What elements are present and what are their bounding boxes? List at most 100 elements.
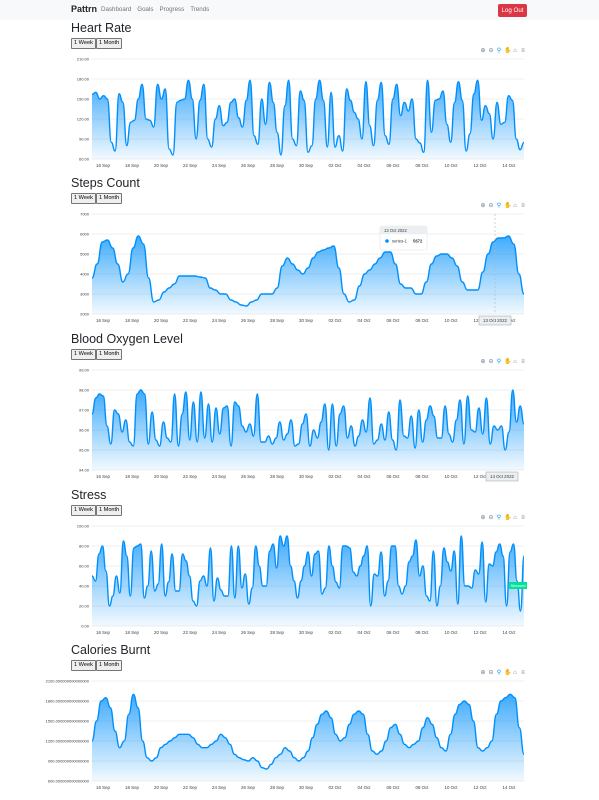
blood-oxygen-chart[interactable]: 99.00 98.00 97.00 96.00 95.00 94.00 16 Sep 18 S… bbox=[0, 365, 599, 485]
nav-link-dashboard[interactable]: Dashboard bbox=[101, 6, 132, 13]
series-area bbox=[92, 694, 524, 781]
x-tick-label: 30 Sep bbox=[299, 163, 313, 168]
series-line bbox=[91, 389, 525, 451]
steps-count-1-month-button[interactable]: 1 Month bbox=[96, 193, 123, 204]
steps-count-chart[interactable]: 7000 6000 5000 4000 3000 2000 16 Sep 18 Sep 20 S… bbox=[0, 209, 599, 329]
navbar: Pattrn Dashboard Goals Progress Trends L… bbox=[0, 0, 599, 20]
heart-rate-chart[interactable]: 210.00 180.00 150.00 120.00 90.00 60.00 16 Sep… bbox=[0, 54, 599, 174]
x-tick-label: 14 Oct bbox=[503, 785, 517, 790]
stress-section: Stress 1 Week 1 Month ⊕ ⊖ ⚲ ✋ ⌂ ≡ 100.00 80.00 60.0… bbox=[0, 488, 599, 643]
x-tick-label: 14 Oct bbox=[503, 630, 517, 635]
y-tick-label: 600.000000000000000 bbox=[48, 779, 90, 784]
heart-rate-chart-toolbar: ⊕ ⊖ ⚲ ✋ ⌂ ≡ bbox=[480, 48, 526, 54]
x-tick-label: 30 Sep bbox=[299, 318, 313, 323]
zoom-in-icon[interactable]: ⊕ bbox=[480, 203, 486, 209]
zoom-selection-icon[interactable]: ⚲ bbox=[496, 48, 502, 54]
stress-chart-toolbar: ⊕ ⊖ ⚲ ✋ ⌂ ≡ bbox=[480, 515, 526, 521]
y-tick-label: 0.00 bbox=[81, 624, 90, 629]
calories-burnt-section: Calories Burnt 1 Week 1 Month ⊕ ⊖ ⚲ ✋ ⌂ ≡ 2100.00… bbox=[0, 643, 599, 798]
x-tick-label: 02 Oct bbox=[329, 318, 343, 323]
logout-button[interactable]: Log Out bbox=[498, 4, 527, 17]
x-tick-label: 08 Oct bbox=[416, 474, 430, 479]
zoom-selection-icon[interactable]: ⚲ bbox=[496, 515, 502, 521]
stress-1-week-button[interactable]: 1 Week bbox=[71, 505, 96, 516]
zoom-out-icon[interactable]: ⊖ bbox=[488, 670, 494, 676]
tooltip-series-name: series-1 bbox=[392, 239, 408, 244]
steps-count-section: Steps Count 1 Week 1 Month ⊕ ⊖ ⚲ ✋ ⌂ ≡ 7000 6000 50… bbox=[0, 176, 599, 331]
reset-zoom-icon[interactable]: ⌂ bbox=[513, 203, 517, 209]
stress-chart[interactable]: 100.00 80.00 60.00 40.00 20.00 0.00 16 Sep 18 S… bbox=[0, 521, 599, 641]
x-tick-label: 22 Sep bbox=[183, 785, 197, 790]
y-tick-label: 2000 bbox=[80, 312, 90, 317]
x-tick-label: 02 Oct bbox=[329, 474, 343, 479]
x-tick-label: 28 Sep bbox=[270, 163, 284, 168]
zoom-out-icon[interactable]: ⊖ bbox=[488, 515, 494, 521]
x-tick-label: 22 Sep bbox=[183, 630, 197, 635]
y-tick-label: 180.00 bbox=[77, 77, 90, 82]
reset-zoom-icon[interactable]: ⌂ bbox=[513, 359, 517, 365]
y-tick-label: 6000 bbox=[80, 232, 90, 237]
heart-rate-1-month-button[interactable]: 1 Month bbox=[96, 38, 123, 49]
x-tick-label: 16 Sep bbox=[96, 318, 110, 323]
y-tick-label: 7000 bbox=[80, 212, 90, 217]
calories-burnt-chart[interactable]: 2100.000000000000000 1800.000000000000000… bbox=[0, 676, 599, 796]
y-tick-label: 20.00 bbox=[79, 604, 90, 609]
calories-burnt-title: Calories Burnt bbox=[71, 643, 151, 657]
calories-burnt-1-week-button[interactable]: 1 Week bbox=[71, 660, 96, 671]
x-tick-label: 24 Sep bbox=[212, 474, 226, 479]
zoom-selection-icon[interactable]: ⚲ bbox=[496, 359, 502, 365]
zoom-in-icon[interactable]: ⊕ bbox=[480, 670, 486, 676]
x-tick-label: 24 Sep bbox=[212, 785, 226, 790]
zoom-selection-icon[interactable]: ⚲ bbox=[496, 203, 502, 209]
x-tick-label: 24 Sep bbox=[212, 163, 226, 168]
x-tick-label: 26 Sep bbox=[241, 785, 255, 790]
heart-rate-1-week-button[interactable]: 1 Week bbox=[71, 38, 96, 49]
series-line bbox=[91, 693, 525, 770]
pan-icon[interactable]: ✋ bbox=[504, 359, 512, 365]
x-tick-label: 16 Sep bbox=[96, 163, 110, 168]
x-tick-label: 28 Sep bbox=[270, 318, 284, 323]
nav-link-progress[interactable]: Progress bbox=[159, 6, 185, 13]
zoom-in-icon[interactable]: ⊕ bbox=[480, 515, 486, 521]
menu-icon[interactable]: ≡ bbox=[521, 48, 525, 54]
pan-icon[interactable]: ✋ bbox=[504, 670, 512, 676]
pan-icon[interactable]: ✋ bbox=[504, 48, 512, 54]
series-line bbox=[91, 79, 525, 156]
zoom-out-icon[interactable]: ⊖ bbox=[488, 203, 494, 209]
x-tick-label: 18 Sep bbox=[125, 630, 139, 635]
y-tick-label: 210.00 bbox=[77, 57, 90, 62]
y-marker-label: Stressed bbox=[509, 582, 527, 589]
blood-oxygen-1-month-button[interactable]: 1 Month bbox=[96, 349, 123, 360]
zoom-out-icon[interactable]: ⊖ bbox=[488, 48, 494, 54]
nav-link-goals[interactable]: Goals bbox=[137, 6, 154, 13]
tooltip-marker bbox=[385, 239, 389, 243]
zoom-in-icon[interactable]: ⊕ bbox=[480, 48, 486, 54]
reset-zoom-icon[interactable]: ⌂ bbox=[513, 48, 517, 54]
reset-zoom-icon[interactable]: ⌂ bbox=[513, 670, 517, 676]
menu-icon[interactable]: ≡ bbox=[521, 670, 525, 676]
blood-oxygen-1-week-button[interactable]: 1 Week bbox=[71, 349, 96, 360]
nav-link-trends[interactable]: Trends bbox=[190, 6, 210, 13]
zoom-selection-icon[interactable]: ⚲ bbox=[496, 670, 502, 676]
pan-icon[interactable]: ✋ bbox=[504, 515, 512, 521]
stress-1-month-button[interactable]: 1 Month bbox=[96, 505, 123, 516]
x-tick-label: 06 Oct bbox=[387, 163, 401, 168]
menu-icon[interactable]: ≡ bbox=[521, 515, 525, 521]
x-tick-label: 12 Oct bbox=[474, 630, 488, 635]
zoom-out-icon[interactable]: ⊖ bbox=[488, 359, 494, 365]
brand-logo[interactable]: Pattrn bbox=[71, 4, 98, 14]
x-tick-label: 28 Sep bbox=[270, 474, 284, 479]
menu-icon[interactable]: ≡ bbox=[521, 359, 525, 365]
menu-icon[interactable]: ≡ bbox=[521, 203, 525, 209]
x-tick-label: 10 Oct bbox=[445, 474, 459, 479]
x-tick-label: 22 Sep bbox=[183, 163, 197, 168]
x-tick-label: 08 Oct bbox=[416, 163, 430, 168]
calories-burnt-1-month-button[interactable]: 1 Month bbox=[96, 660, 123, 671]
y-tick-label: 97.00 bbox=[79, 408, 90, 413]
zoom-in-icon[interactable]: ⊕ bbox=[480, 359, 486, 365]
reset-zoom-icon[interactable]: ⌂ bbox=[513, 515, 517, 521]
x-tick-label: 26 Sep bbox=[241, 318, 255, 323]
steps-count-1-week-button[interactable]: 1 Week bbox=[71, 193, 96, 204]
pan-icon[interactable]: ✋ bbox=[504, 203, 512, 209]
x-tick-label: 20 Sep bbox=[154, 474, 168, 479]
